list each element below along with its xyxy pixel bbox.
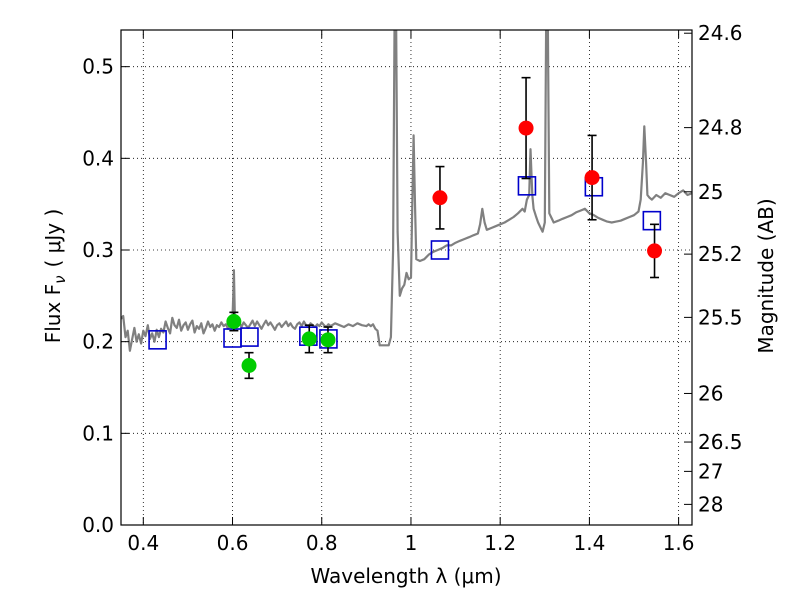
red-data-point (518, 120, 534, 136)
y-axis-label: Flux Fν ( μJy ) (41, 209, 69, 344)
y-axis-label-subscript: ν (51, 275, 69, 283)
red-data-point (432, 190, 448, 206)
x-tick-label: 1.6 (663, 531, 695, 555)
green-data-point (241, 358, 257, 373)
plot-area (121, 30, 692, 380)
x-tick-label: 1.2 (484, 531, 516, 555)
y-tick-label-right: 28 (698, 492, 723, 516)
green-data-point (226, 314, 242, 329)
y-tick-label: 0.3 (82, 238, 114, 262)
y-tick-label: 0.5 (82, 55, 114, 79)
y-tick-label-right: 27 (698, 459, 723, 483)
x-axis-label: Wavelength λ (μm) (310, 564, 501, 588)
y-tick-label-right: 24.6 (698, 21, 743, 45)
y-axis-label-unit: ( μJy ) (41, 209, 65, 268)
tick-labels: 0.4 0.6 0.8 1 1.2 1.4 1.6 0.0 0.1 0.2 0.3 0.4 0.5 24.… (82, 21, 742, 555)
model-photometry-square (240, 327, 259, 347)
model-photometry-square (148, 330, 167, 350)
y-tick-label: 0.4 (82, 146, 114, 170)
x-tick-label: 1.4 (573, 531, 605, 555)
y-tick-label-right: 25 (698, 180, 723, 204)
x-tick-label: 0.8 (306, 531, 338, 555)
spectrum-line (121, 30, 692, 352)
tick-marks (121, 30, 692, 526)
model-photometry-square (642, 210, 662, 231)
y-tick-label-right: 26 (698, 381, 723, 405)
model-photometry-square (430, 240, 450, 260)
y-tick-label-right: 24.8 (698, 116, 743, 140)
y-axis-label-main: Flux F (41, 284, 65, 343)
green-data-point (301, 331, 317, 347)
x-tick-label: 0.4 (127, 531, 159, 555)
y-tick-label: 0.1 (82, 421, 114, 445)
x-tick-label: 0.6 (217, 531, 249, 555)
red-data-point (647, 243, 663, 259)
green-data-point (320, 332, 336, 348)
y-tick-label: 0.2 (82, 330, 114, 354)
y-tick-label: 0.0 (82, 513, 114, 537)
x-tick-label: 1 (405, 531, 418, 555)
model-photometry-square (517, 176, 537, 196)
y-tick-label-right: 26.5 (698, 430, 743, 454)
plot-frame (120, 29, 693, 526)
grid-lines (121, 30, 692, 526)
y-tick-label-right: 25.5 (698, 305, 743, 329)
right-axis-label: Magnitude (AB) (754, 198, 778, 353)
y-tick-label-right: 25.2 (698, 242, 743, 266)
red-data-point (584, 170, 600, 186)
